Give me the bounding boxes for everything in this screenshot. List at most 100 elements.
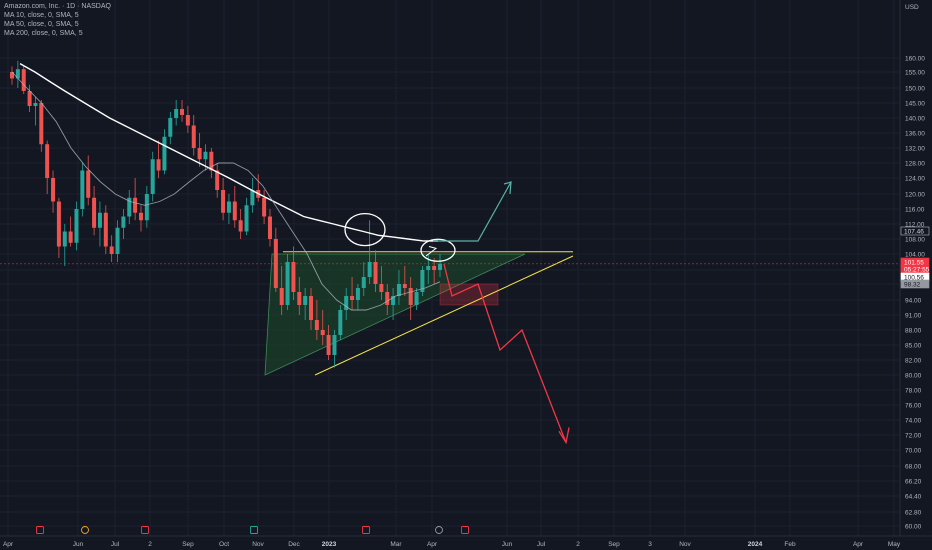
y-tick-label: 62.80 (905, 510, 922, 517)
candle (180, 100, 185, 122)
grid-lines (0, 0, 900, 536)
candle (62, 224, 67, 266)
candle-body (51, 178, 56, 202)
candle-body (326, 335, 331, 355)
legend-ma-10[interactable]: MA 10, close, 0, SMA, 5 (4, 12, 79, 19)
candle-body (203, 151, 208, 160)
candle-body (244, 205, 249, 232)
candle (338, 305, 343, 340)
moving-average-lines (11, 62, 441, 311)
candle (197, 133, 202, 167)
candle (191, 115, 196, 156)
candle-body (86, 170, 91, 198)
candle-body (338, 310, 343, 335)
legend-ma-200[interactable]: MA 200, close, 0, SMA, 5 (4, 30, 83, 37)
bearish-arrow-head (558, 427, 570, 445)
candle-body (426, 266, 431, 270)
candle-body (273, 239, 278, 288)
event-icon (362, 526, 370, 534)
candle-body (432, 266, 437, 270)
candle (56, 197, 61, 258)
candle-body (27, 91, 32, 106)
earnings-event-marker (250, 526, 258, 534)
candle (86, 155, 91, 206)
x-tick-label: Jul (111, 541, 120, 548)
y-tick-label: 120.00 (905, 192, 925, 199)
candle (285, 254, 290, 310)
y-tick-label: 140.00 (905, 116, 925, 123)
candle-body (39, 103, 44, 145)
candle (51, 170, 56, 213)
bullish-projection-arrow (433, 181, 512, 242)
candle-body (103, 212, 108, 247)
x-tick-label: May (888, 541, 901, 548)
candle-body (414, 292, 419, 305)
x-tick-label: Apr (853, 541, 864, 548)
candle-body (279, 288, 284, 305)
candle-body (408, 288, 413, 305)
symbol-title[interactable]: Amazon.com, Inc. · 1D · NASDAQ (4, 3, 111, 10)
y-tick-label: 82.00 (905, 358, 922, 365)
x-tick-label: Jul (537, 541, 546, 548)
candle (138, 205, 143, 232)
x-tick-label: 2024 (748, 541, 763, 548)
candle (226, 194, 231, 224)
candle-body (180, 109, 185, 115)
price-tag-box (900, 226, 930, 236)
candle (209, 148, 214, 178)
y-tick-label: 85.00 (905, 343, 922, 350)
time-axis[interactable]: Apr Jun Jul 2 Sep Oct Nov Dec 2023 Mar Apr Jun Jul 2 S… (0, 535, 932, 548)
bullish-arrow-head (503, 181, 512, 195)
candle-body (262, 197, 267, 217)
event-markers[interactable] (36, 526, 469, 534)
candle (402, 266, 407, 296)
price-axis[interactable]: 60.00 62.80 64.40 66.20 68.00 70.00 72.00 74.00… (899, 0, 925, 536)
candle (109, 235, 114, 262)
y-tick-label: 104.00 (905, 252, 925, 259)
earnings-event-marker (36, 526, 44, 534)
x-tick-label: 2 (576, 541, 580, 548)
price-tag-label: 101.55 (904, 259, 924, 266)
candle-body (45, 144, 50, 178)
x-tick-label: Feb (784, 541, 796, 548)
candle-body (420, 270, 425, 292)
event-icon (36, 526, 44, 534)
candle (133, 178, 138, 221)
y-tick-label: 72.00 (905, 433, 922, 440)
y-tick-label: 60.00 (905, 524, 922, 531)
y-tick-label: 74.00 (905, 418, 922, 425)
candle-body (215, 170, 220, 190)
candle (74, 201, 79, 251)
y-tick-label: 66.20 (905, 479, 922, 486)
candle-body (168, 118, 173, 137)
candle (156, 140, 161, 178)
y-tick-label: 112.00 (905, 222, 925, 229)
candle (303, 288, 308, 320)
candle (27, 84, 32, 112)
candle-body (127, 197, 132, 217)
chart-legend: Amazon.com, Inc. · 1D · NASDAQ MA 10, cl… (4, 2, 111, 38)
candle (367, 220, 372, 284)
candle-body (150, 159, 155, 194)
y-tick-label: 80.00 (905, 373, 922, 380)
candle (244, 197, 249, 236)
earnings-event-marker (81, 526, 89, 534)
candle (168, 112, 173, 145)
circle-pointer (425, 246, 438, 257)
candle (279, 266, 284, 315)
candles-layer (10, 60, 442, 368)
price-tag: 107.46 (900, 226, 930, 236)
candle-body (62, 231, 67, 247)
candle-body (314, 320, 319, 330)
user-drawings (344, 181, 570, 445)
legend-ma-50[interactable]: MA 50, close, 0, SMA, 5 (4, 21, 79, 28)
candle-body (156, 159, 161, 171)
candle (45, 140, 50, 194)
candle-body (33, 103, 38, 106)
candle (344, 288, 349, 320)
candle (127, 190, 132, 224)
candle-body (355, 288, 360, 300)
candle (185, 106, 190, 133)
